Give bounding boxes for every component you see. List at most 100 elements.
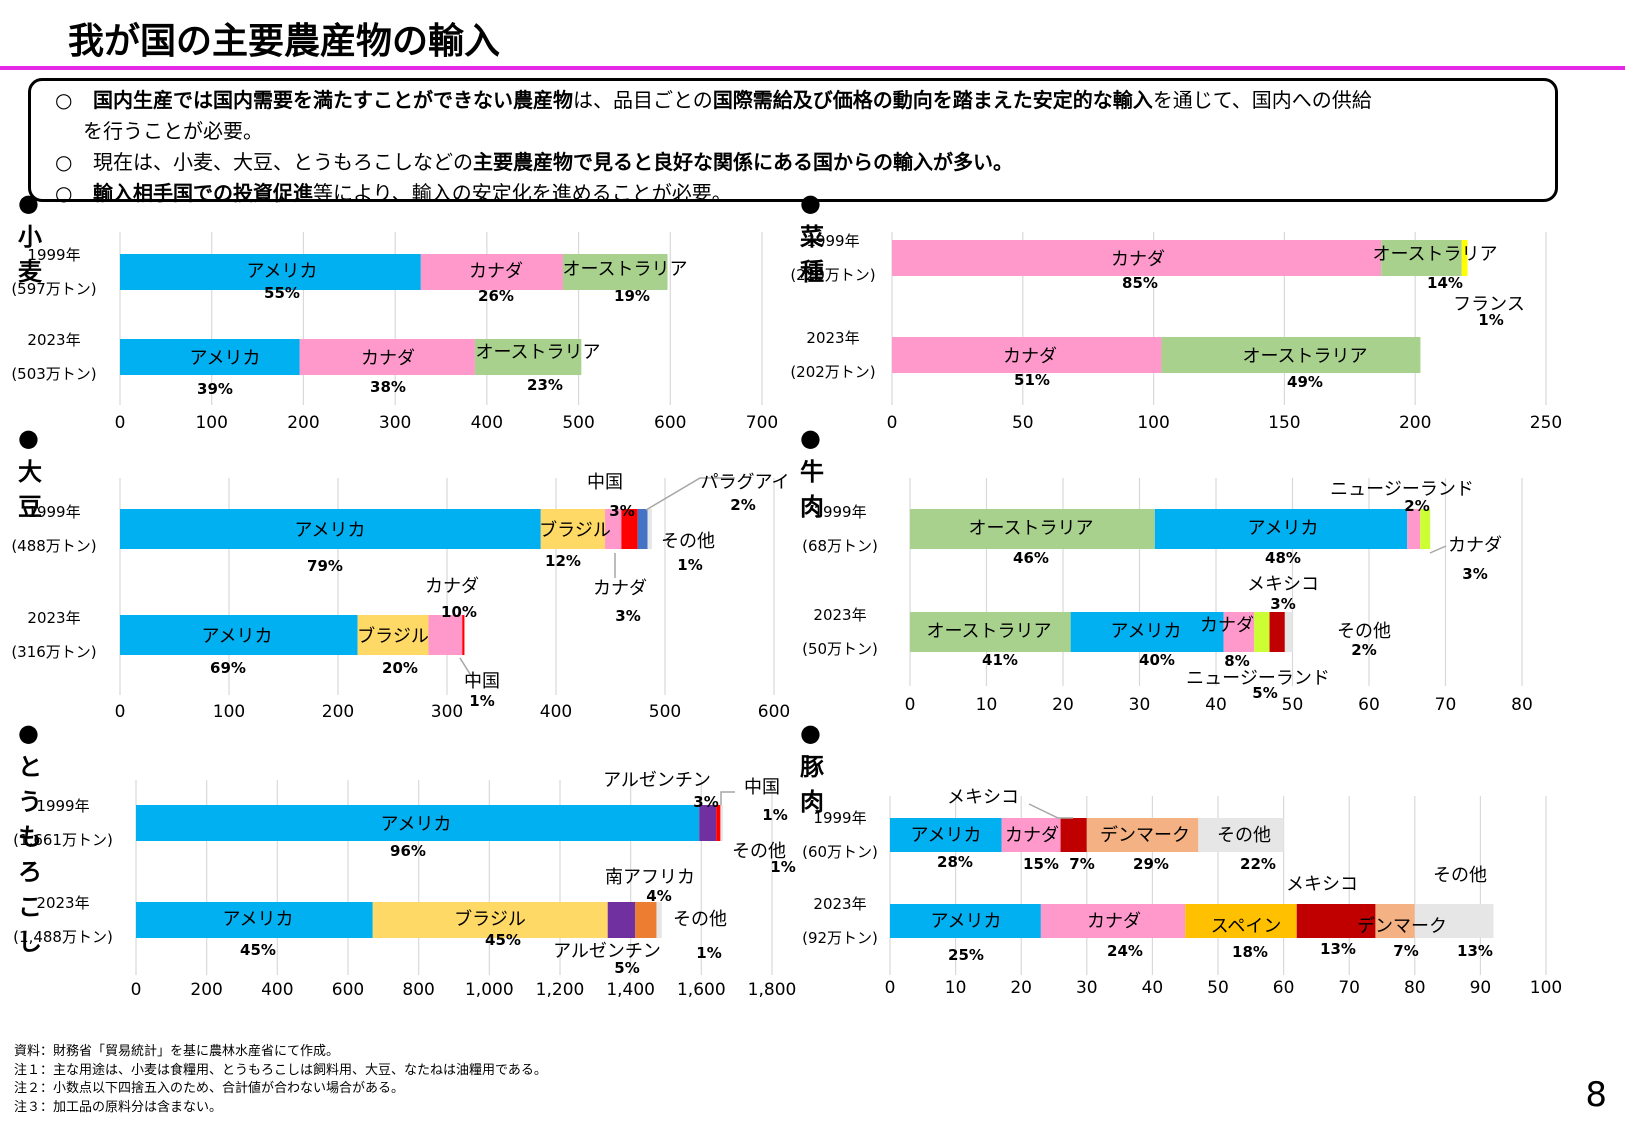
x-tick-label: 200: [1398, 413, 1432, 433]
x-tick-label: 0: [904, 695, 916, 715]
segment-label: フランス: [1453, 294, 1525, 315]
bar-segment: [892, 240, 1382, 276]
x-tick-label: 40: [1141, 978, 1164, 998]
bar-segment: [1040, 904, 1186, 938]
summary-text: 主要農産物で見ると良好な関係にある国からの輸入が多い。: [473, 150, 1013, 174]
note-line: 注３：加工品の原料分は含まない。: [14, 1099, 223, 1115]
bar-segment: [1154, 509, 1408, 549]
x-tick-label: 150: [1268, 413, 1301, 433]
segment-percent: 2%: [730, 496, 756, 514]
x-tick-label: 1,800: [747, 980, 797, 1000]
bar-segment: [892, 337, 1162, 373]
bullet-marker: ○: [55, 88, 73, 112]
x-tick-label: 10: [975, 695, 998, 715]
segment-label: その他: [732, 841, 786, 862]
bar-segment: [1161, 337, 1421, 373]
row-label: 2023年 (1,488万トン): [4, 886, 122, 954]
segment-label: デンマーク: [1100, 825, 1190, 846]
bar-segment: [299, 339, 475, 375]
row-label: 2023年 (92万トン): [790, 887, 890, 955]
row-label: 2023年 (316万トン): [4, 601, 104, 669]
segment-label: その他: [1217, 825, 1271, 846]
bar-segment: [716, 805, 721, 841]
segment-label: ニュージーランド: [1186, 668, 1330, 689]
x-tick-label: 400: [261, 980, 294, 1000]
bar-segment: [562, 254, 668, 290]
segment-label: その他: [1337, 621, 1391, 642]
segment-percent: 3%: [609, 502, 635, 520]
bar-segment: [1284, 612, 1293, 652]
x-tick-label: 100: [1529, 978, 1563, 998]
x-tick-label: 80: [1403, 978, 1426, 998]
row-total: (60万トン): [802, 843, 878, 861]
bar-segment: [1269, 612, 1285, 652]
note-line: 注１：主な用途は、小麦は食糧用、とうもろこしは飼料用、大豆、なたねは油糧用である…: [14, 1062, 547, 1078]
bullet-marker: ○: [55, 150, 73, 174]
segment-percent: 8%: [1224, 652, 1250, 670]
x-tick-label: 100: [212, 702, 246, 722]
segment-percent: 12%: [545, 552, 581, 570]
pork-title: ●豚肉: [800, 719, 824, 816]
bar-segment: [890, 904, 1041, 938]
segment-percent: 69%: [210, 659, 246, 677]
segment-percent: 26%: [478, 287, 514, 305]
segment-percent: 24%: [1107, 942, 1143, 960]
row-label: 1999年 (1,661万トン): [4, 789, 122, 857]
segment-label: アルゼンチン: [603, 770, 711, 791]
segment-percent: 29%: [1133, 855, 1169, 873]
row-total: (597万トン): [11, 280, 97, 298]
bar-segment: [1407, 509, 1421, 549]
segment-label: アメリカ: [294, 520, 366, 541]
segment-percent: 46%: [1013, 549, 1049, 567]
segment-percent: 18%: [1232, 943, 1268, 961]
summary-text: 国内生産では国内需要を満たすことができない農産物: [93, 88, 573, 112]
x-tick-label: 50: [1011, 413, 1034, 433]
segment-label: アメリカ: [910, 825, 982, 846]
segment-percent: 28%: [937, 853, 973, 871]
row-total: (316万トン): [11, 643, 97, 661]
bar-segment: [1185, 904, 1297, 938]
leader-line: [1028, 803, 1073, 819]
row-year: 2023年: [36, 894, 90, 912]
x-tick-label: 100: [1137, 413, 1170, 433]
x-tick-label: 1,000: [464, 980, 514, 1000]
leader-line: [1429, 545, 1447, 554]
x-tick-label: 600: [757, 702, 791, 722]
x-tick-label: 40: [1205, 695, 1227, 715]
leader-line: [645, 477, 735, 511]
summary-text: 国際需給及び価格の動向を踏まえた安定的な輸入: [712, 88, 1153, 112]
x-tick-label: 600: [654, 413, 687, 433]
x-tick-label: 200: [321, 702, 355, 722]
summary-line: ○ 現在は、小麦、大豆、とうもろこしなどの主要農産物で見ると良好な関係にある国から…: [55, 147, 1539, 178]
row-total: (1,661万トン): [13, 831, 113, 849]
x-tick-label: 400: [539, 702, 573, 722]
segment-label: ブラジル: [539, 520, 611, 541]
rapeseed-title: ●菜種: [800, 189, 824, 286]
wheat-title: ●小麦: [18, 189, 42, 286]
segment-percent: 7%: [1069, 855, 1095, 873]
segment-percent: 48%: [1265, 549, 1301, 567]
segment-percent: 2%: [1351, 641, 1377, 659]
x-tick-label: 50: [1207, 978, 1229, 998]
segment-percent: 49%: [1287, 373, 1323, 391]
segment-label: メキシコ: [1247, 574, 1319, 595]
row-total: (92万トン): [802, 929, 878, 947]
bar-segment: [357, 615, 429, 655]
note-line: 資料：財務省「貿易統計」を基に農林水産省にて作成。: [14, 1044, 340, 1059]
row-label: 1999年 (220万トン): [778, 224, 888, 292]
segment-label: カナダ: [1111, 249, 1165, 270]
segment-label: ブラジル: [454, 909, 526, 930]
segment-label: カナダ: [1005, 825, 1059, 846]
x-tick-label: 1,200: [535, 980, 585, 1000]
bar-segment: [1254, 612, 1270, 652]
segment-label: オーストラリア: [562, 259, 688, 280]
x-tick-label: 800: [402, 980, 435, 1000]
bar-segment: [1001, 818, 1061, 852]
segment-label: アメリカ: [380, 814, 452, 835]
segment-percent: 22%: [1240, 855, 1276, 873]
summary-text: 現在は、小麦、大豆、とうもろこしなどの: [93, 150, 473, 174]
segment-percent: 19%: [614, 287, 650, 305]
segment-percent: 13%: [1320, 940, 1356, 958]
segment-label: 南アフリカ: [605, 867, 695, 888]
